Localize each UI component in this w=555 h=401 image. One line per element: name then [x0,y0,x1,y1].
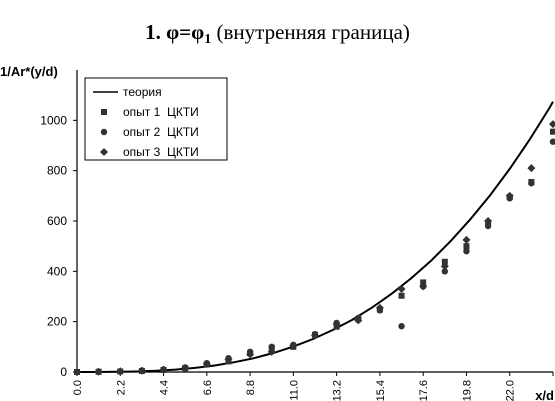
x-tick-label: 8.8 [245,380,257,395]
x-tick-label: 0.0 [72,380,84,395]
y-tick-label: 0 [60,365,67,379]
marker-diamond [440,262,449,271]
x-tick-label: 19.8 [461,380,473,401]
theory-line [77,101,554,373]
legend-label: теория [123,85,162,99]
x-tick-label: 11.0 [288,380,300,401]
legend-diamond-swatch [100,148,108,156]
marker-diamond [549,120,555,129]
marker-diamond [73,368,81,376]
marker-diamond [462,235,471,244]
marker-square [550,128,555,135]
x-tick-label: 15.4 [375,380,387,401]
ticks: 0 200 400 600 800 1000 0.0 2.2 4.4 6.6 8.8 11.0 13.2… [40,113,554,401]
series-1 [77,101,554,373]
marker-diamond [419,282,428,291]
marker-diamond [527,164,536,173]
marker-circle [549,138,555,145]
marker-diamond [159,365,168,374]
marker-diamond [354,316,363,325]
y-tick-label: 200 [47,315,67,329]
marker-diamond [116,367,125,376]
chart-title: 1. φ=φ1 (внутренняя граница) [0,20,555,48]
x-tick-label: 4.4 [159,380,171,395]
y-tick-label: 1000 [40,113,67,127]
x-axis-label: x/d [535,388,554,401]
marker-diamond [332,320,341,329]
marker-diamond [375,303,384,312]
marker-circle [398,322,405,330]
y-tick-label: 400 [47,264,67,278]
chart-title-main: 1. φ=φ [145,20,205,44]
x-tick-label: 13.2 [332,380,344,401]
marker-circle [528,180,535,187]
legend-circle-swatch [100,128,108,136]
y-tick-label: 600 [47,214,67,228]
marker-circle [441,268,449,275]
marker-diamond [289,341,298,350]
legend: теория опыт 1 ЦКТИ опыт 2 ЦКТИ опыт 3 ЦКТИ [84,77,228,161]
marker-diamond [137,366,146,375]
series-3 [73,138,555,376]
x-tick-label: 6.6 [202,380,214,395]
marker-square [420,279,427,286]
marker-diamond [311,331,319,340]
marker-square [398,292,405,299]
marker-circle [463,248,470,255]
series-group [73,101,555,376]
marker-square [463,243,470,250]
marker-circle [268,343,275,351]
marker-diamond [181,363,190,372]
marker-diamond [202,359,211,368]
legend-label: опыт 1 ЦКТИ [123,105,199,119]
marker-diamond [224,355,233,364]
marker-diamond [505,191,514,200]
series-4 [73,120,555,376]
y-tick-label: 800 [47,164,67,178]
marker-diamond [267,347,276,356]
marker-diamond [397,284,406,293]
marker-diamond [246,350,255,359]
x-tick-label: 22.0 [505,380,517,401]
x-tick-label: 17.6 [418,380,430,401]
legend-square-swatch [101,109,107,115]
y-axis-label: 1/Ar*(y/d) [0,64,58,79]
legend-label: опыт 2 ЦКТИ [123,125,199,139]
marker-square [441,258,448,265]
marker-diamond [484,217,493,225]
legend-label: опыт 3 ЦКТИ [123,145,199,159]
marker-circle [484,222,492,230]
x-tick-label: 2.2 [115,380,127,395]
marker-diamond [94,367,103,376]
chart-title-subtitle: (внутренняя граница) [216,20,410,44]
chart-title-subscript: 1 [204,32,212,47]
